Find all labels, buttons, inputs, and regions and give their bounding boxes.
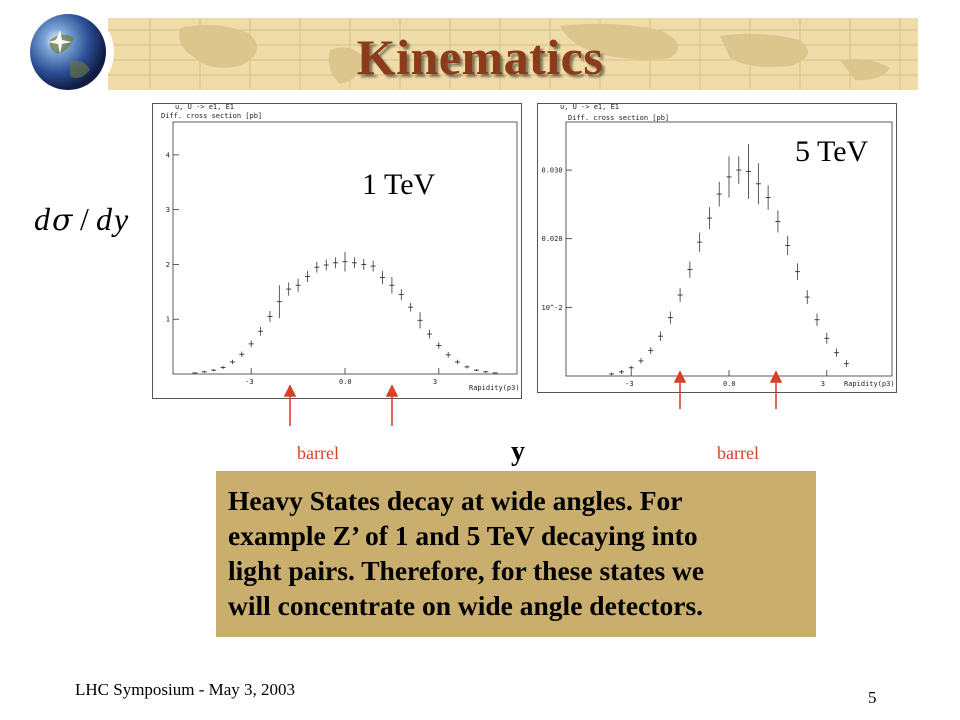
explanation-line: Heavy States decay at wide angles. For — [228, 485, 683, 516]
x-tick-label: 3 — [821, 380, 825, 388]
explanation-line: example Z’ of 1 and 5 TeV decaying into — [228, 520, 698, 551]
explanation-line: light pairs. Therefore, for these states… — [228, 555, 705, 586]
plot-header: u, U -> e1, E1 — [560, 103, 619, 111]
banner-continents — [179, 23, 890, 84]
formula-y: y — [111, 201, 129, 237]
explanation-line: will concentrate on wide angle detectors… — [228, 590, 704, 621]
y-tick-label: 3 — [166, 206, 170, 214]
plot-frame — [172, 121, 518, 375]
energy-label-5tev: 5 TeV — [795, 135, 869, 168]
plot-y-label: Diff. cross section [pb] — [568, 114, 669, 122]
energy-label-1tev: 1 TeV — [362, 168, 436, 201]
page-number: 5 — [868, 688, 877, 707]
globe-star-icon — [48, 30, 72, 54]
x-tick-label: -3 — [625, 380, 633, 388]
rapidity-plot-5tev: u, U -> e1, E1 Diff. cross section [pb] … — [537, 103, 897, 393]
formula-slash: / — [80, 201, 89, 237]
y-tick-label: 0.030 — [542, 167, 563, 175]
plot-y-label: Diff. cross section [pb] — [161, 112, 262, 120]
x-tick-label: 3 — [433, 378, 437, 386]
explanation-box: Heavy States decay at wide angles. For e… — [216, 471, 816, 637]
rapidity-plot-1tev: u, U -> e1, E1 Diff. cross section [pb] … — [152, 103, 522, 399]
plot-x-label: Rapidity(p3) — [469, 384, 520, 392]
title-banner — [26, 8, 918, 96]
y-tick-label: 1 — [166, 316, 170, 324]
barrel-label-left: barrel — [297, 443, 339, 463]
plot-x-label: Rapidity(p3) — [844, 380, 895, 388]
slide-title: Kinematics — [356, 29, 604, 85]
barrel-label-right: barrel — [717, 443, 759, 463]
y-tick-label: 4 — [166, 151, 170, 159]
y-tick-label: 10^-2 — [542, 304, 563, 312]
x-tick-label: 0.0 — [723, 380, 736, 388]
y-tick-label: 2 — [166, 261, 170, 269]
globe-landmass — [70, 61, 90, 78]
formula-d2: d — [96, 201, 113, 237]
y-tick-label: 0.020 — [542, 235, 563, 243]
plot-header: u, U -> e1, E1 — [175, 103, 234, 111]
footer-text: LHC Symposium - May 3, 2003 — [75, 680, 296, 699]
formula-sigma: σ — [52, 203, 74, 238]
x-tick-label: 0.0 — [339, 378, 352, 386]
axis-variable-label: y — [511, 436, 525, 467]
x-tick-label: -3 — [245, 378, 253, 386]
formula-dsigma-dy: d σ / d y — [34, 201, 129, 238]
formula-d1: d — [34, 201, 51, 237]
